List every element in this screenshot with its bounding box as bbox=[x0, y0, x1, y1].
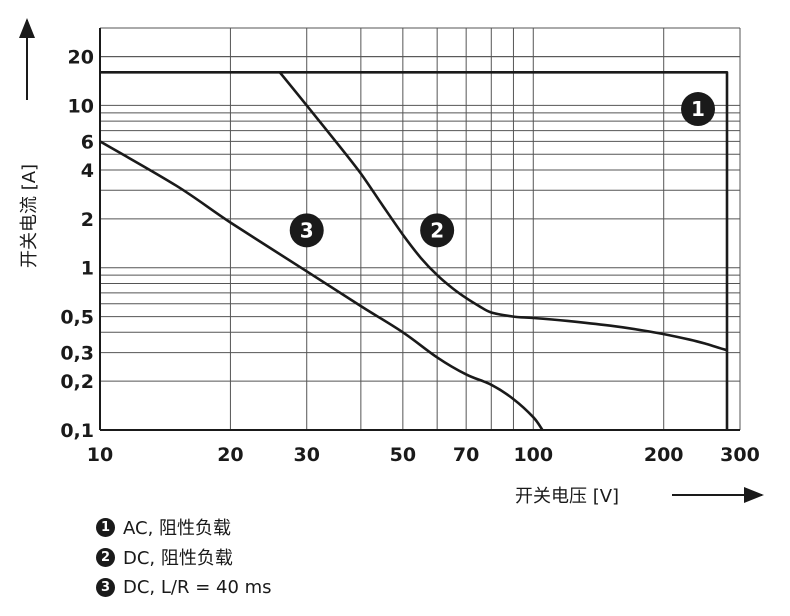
x-tick-label: 50 bbox=[390, 444, 416, 466]
x-tick-label: 200 bbox=[644, 444, 684, 466]
legend-label: AC, 阻性负载 bbox=[123, 518, 232, 539]
y-tick-label: 0,2 bbox=[60, 371, 94, 393]
legend-badge: 3 bbox=[96, 577, 115, 597]
y-tick-label: 1 bbox=[81, 258, 94, 280]
series-marker-2 bbox=[420, 213, 455, 248]
y-tick-label: 10 bbox=[68, 95, 94, 117]
series-curve-1 bbox=[100, 71, 729, 430]
y-tick-label: 6 bbox=[81, 131, 94, 153]
legend-badge: 2 bbox=[96, 547, 115, 567]
y-tick-label: 2 bbox=[81, 209, 94, 231]
legend-badge: 1 bbox=[96, 517, 115, 537]
x-tick-label: 100 bbox=[513, 444, 553, 466]
legend-item: 3 DC, L/R = 40 ms bbox=[96, 572, 272, 602]
x-tick-label: 30 bbox=[293, 444, 319, 466]
x-tick-label: 10 bbox=[87, 444, 113, 466]
y-tick-label: 4 bbox=[81, 160, 94, 182]
series-curve-3 bbox=[99, 140, 544, 431]
y-tick-label: 0,5 bbox=[60, 307, 94, 329]
series-marker-1 bbox=[681, 92, 716, 127]
x-tick-label: 70 bbox=[453, 444, 479, 466]
legend-label: DC, 阻性负载 bbox=[123, 548, 233, 569]
legend: 1 AC, 阻性负载 2 DC, 阻性负载 3 DC, L/R = 40 ms bbox=[96, 512, 272, 602]
legend-item: 2 DC, 阻性负载 bbox=[96, 542, 272, 572]
legend-label: DC, L/R = 40 ms bbox=[123, 576, 272, 598]
y-axis-label: 开关电流 [A] bbox=[19, 164, 40, 268]
series-marker-label: 3 bbox=[300, 218, 314, 242]
series-marker-label: 2 bbox=[430, 218, 444, 242]
x-axis-label: 开关电压 [V] bbox=[515, 486, 619, 507]
y-tick-label: 0,1 bbox=[60, 420, 94, 442]
x-tick-label: 20 bbox=[217, 444, 243, 466]
y-tick-label: 20 bbox=[68, 47, 94, 69]
series-curve-2 bbox=[278, 71, 728, 352]
x-tick-label: 300 bbox=[720, 444, 760, 466]
series-marker-label: 1 bbox=[691, 97, 705, 121]
legend-item: 1 AC, 阻性负载 bbox=[96, 512, 272, 542]
series-marker-3 bbox=[289, 213, 324, 248]
y-tick-label: 0,3 bbox=[60, 343, 94, 365]
